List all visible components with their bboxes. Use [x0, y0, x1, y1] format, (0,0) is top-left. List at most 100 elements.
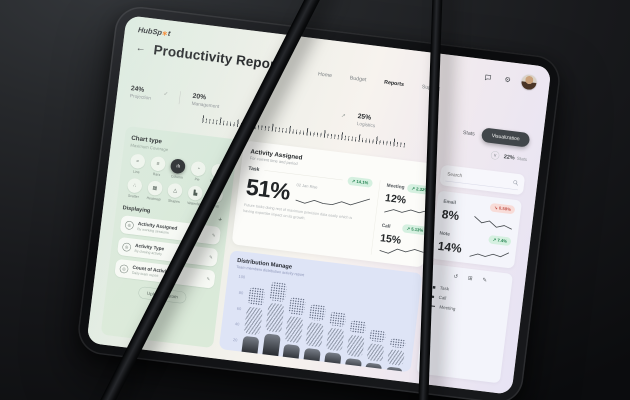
- bar-segment-solid: [240, 335, 260, 362]
- call-stat: Call ↗ 5.13% 15%: [378, 221, 428, 261]
- search-card: [439, 164, 526, 196]
- legend-label: Call: [438, 294, 447, 301]
- grid-icon[interactable]: ⊞: [467, 275, 473, 282]
- gear-icon[interactable]: ⚙: [504, 74, 512, 84]
- hubspot-sprocket-icon: [162, 30, 168, 36]
- logo-text-suffix: t: [167, 29, 171, 39]
- bars-chart-icon: ≡: [149, 155, 166, 172]
- stat-logistics: 25% Logistics: [356, 112, 376, 129]
- stat-stats: ∨ 22% Stats: [490, 150, 527, 163]
- meeting-label: Meeting: [386, 182, 405, 191]
- note-value: 14%: [437, 239, 463, 256]
- y-tick-label: 40: [234, 321, 240, 327]
- square-marker-icon: [432, 285, 436, 289]
- target-icon: ◎: [121, 242, 132, 252]
- chevron-down-icon[interactable]: ∨: [490, 150, 500, 160]
- scatter-chart-icon: ∴: [126, 177, 143, 194]
- trend-arrow-icon: ↗: [340, 112, 346, 120]
- bar-segment-hatch: [346, 334, 365, 358]
- chart-type-label: Pie: [194, 177, 200, 182]
- member-avatar: [261, 365, 276, 373]
- visualization-button[interactable]: Visualization: [480, 127, 531, 148]
- stat-value: 22%: [503, 153, 516, 161]
- task-sparkline: [295, 198, 370, 206]
- activity-assigned-card: Activity Assigned For current time and p…: [231, 140, 436, 268]
- email-value: 8%: [440, 207, 460, 224]
- stat-label: Projection: [129, 93, 152, 102]
- bar-segment-dots: [308, 303, 327, 322]
- bar-segment-dots: [268, 281, 288, 303]
- meeting-stat: Meeting ↗ 2.32% 12%: [383, 181, 433, 221]
- chart-type-bars[interactable]: ≡ Bars: [147, 155, 168, 177]
- header: HubSp t ← Productivity Report: [132, 26, 538, 128]
- bar-segment-solid: [261, 333, 281, 364]
- chart-type-sidebar: Chart type Maximum Coverage ≈ Line ≡ Bars ıl…: [100, 125, 239, 349]
- bar-segment-solid: [323, 352, 342, 372]
- bar-segment-hatch: [387, 349, 405, 367]
- chart-type-label: Heatmap: [146, 196, 161, 202]
- bar-segment-solid: [282, 343, 301, 367]
- chart-type-shapes[interactable]: △ Shapes: [164, 182, 185, 204]
- search-icon[interactable]: [512, 179, 519, 186]
- search-input[interactable]: [445, 170, 511, 186]
- chart-type-scatter[interactable]: ∴ Scatter: [124, 177, 145, 199]
- chart-type-label: Bars: [152, 172, 161, 177]
- chart-type-line[interactable]: ≈ Line: [127, 153, 148, 175]
- y-tick-label: 0: [232, 353, 236, 359]
- chart-legend: Task Call Meeting: [430, 284, 504, 317]
- divider: [178, 91, 182, 105]
- distribution-bars: [238, 276, 412, 373]
- note-sparkline: [469, 252, 509, 258]
- edit-icon[interactable]: ✎: [211, 232, 216, 238]
- bar-segment-hatch: [284, 316, 304, 344]
- email-label: Email: [443, 198, 457, 206]
- stat-projection: 24% Projection: [130, 84, 153, 101]
- bar-segment-hatch: [265, 302, 285, 333]
- waterfall-chart-icon: ▙: [187, 185, 204, 202]
- user-avatar[interactable]: [520, 73, 538, 91]
- chat-icon[interactable]: [481, 70, 494, 83]
- chart-type-heatmap[interactable]: ▦ Heatmap: [144, 180, 165, 202]
- call-label: Call: [381, 222, 391, 230]
- bar-segment-solid: [344, 357, 362, 373]
- bar-segment-hatch: [243, 306, 263, 336]
- task-label: Task: [248, 165, 260, 173]
- bar-segment-dots: [247, 286, 266, 306]
- bar-segment-dots: [288, 296, 307, 316]
- bar-segment-dots: [328, 310, 347, 328]
- back-arrow-icon[interactable]: ←: [135, 42, 147, 55]
- chart-type-column[interactable]: ılı Column: [167, 158, 188, 180]
- note-trend-badge: ↗ 7.4%: [488, 234, 512, 247]
- email-stat: Email ↘ 0.58% 8%: [440, 197, 516, 230]
- add-icon[interactable]: +: [217, 215, 223, 224]
- distribution-card: Distribution Manage Team members distrib…: [218, 250, 423, 373]
- right-stats-card: Email ↘ 0.58% 8% Note: [430, 190, 523, 269]
- dashboard: HubSp t ← Productivity Report: [86, 15, 552, 395]
- bar-segment-dots: [368, 329, 387, 343]
- stat-label: Logistics: [356, 121, 376, 129]
- bar-segment-solid: [385, 366, 403, 373]
- bar-segment-hatch: [325, 327, 345, 352]
- y-tick-label: 100: [238, 274, 246, 280]
- legend-label: Meeting: [439, 304, 456, 312]
- chart-type-label: Shapes: [167, 199, 180, 204]
- email-sparkline: [474, 216, 512, 230]
- hubspot-logo: HubSp t: [137, 26, 537, 83]
- edit-icon[interactable]: ✎: [206, 276, 211, 282]
- stat-value: 25%: [357, 112, 372, 122]
- heatmap-chart-icon: ▦: [146, 180, 164, 197]
- edit-icon[interactable]: ✎: [208, 254, 214, 260]
- target-icon: ◎: [119, 263, 129, 274]
- reset-icon[interactable]: ↺: [453, 273, 459, 280]
- legend-label: Task: [439, 285, 450, 292]
- member-avatar: [240, 362, 255, 373]
- call-sparkline: [379, 248, 424, 254]
- edit-icon[interactable]: ✎: [482, 276, 488, 284]
- line-chart-icon: ≈: [129, 153, 146, 170]
- stat-management: 20% Management: [191, 92, 220, 110]
- target-icon: ◎: [124, 220, 135, 230]
- chart-type-pie[interactable]: ◔ Pie: [188, 160, 209, 182]
- bar-segment-solid: [302, 347, 321, 369]
- note-label: Note: [439, 230, 451, 238]
- tablet-screen: HubSp t ← Productivity Report: [86, 15, 552, 395]
